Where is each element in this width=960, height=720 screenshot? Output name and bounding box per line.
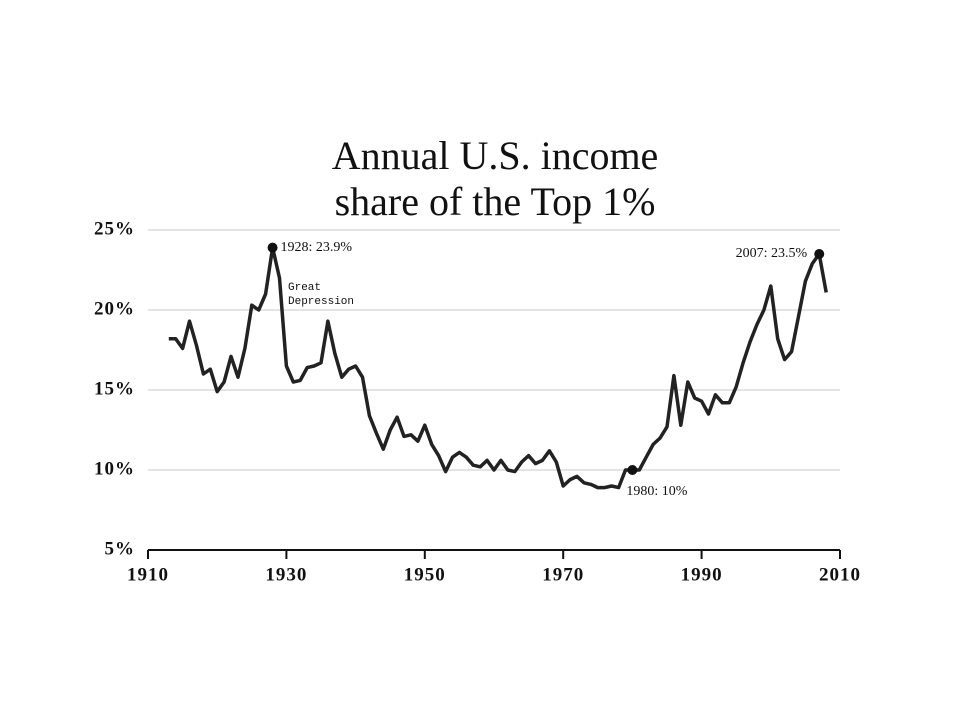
annotation-point <box>814 249 825 259</box>
y-tick-label: 25% <box>94 218 135 239</box>
annotation-label: 1980: 10% <box>626 484 687 499</box>
x-tick-label: 2010 <box>819 564 861 585</box>
x-tick-label: 1990 <box>681 564 723 585</box>
annotation-note: Great <box>288 282 321 294</box>
line <box>168 245 828 490</box>
y-tick-label: 10% <box>94 458 135 479</box>
annotation-note: Depression <box>288 296 354 308</box>
x-tick-label: 1910 <box>127 564 169 585</box>
x-tick-label: 1930 <box>265 564 307 585</box>
annotation-label: 1928: 23.9% <box>281 240 353 255</box>
annotation-point <box>267 242 278 253</box>
chart-title: share of the Top 1% <box>335 179 656 224</box>
x-tick-label: 1950 <box>404 564 446 585</box>
y-tick-label: 20% <box>94 298 135 319</box>
x-tick-label: 1970 <box>542 564 584 585</box>
annotation-label: 2007: 23.5% <box>736 246 808 261</box>
chart-title: Annual U.S. income <box>332 133 659 178</box>
y-tick-label: 5% <box>105 538 136 559</box>
y-tick-label: 15% <box>94 378 135 399</box>
annotation-point <box>627 465 638 475</box>
